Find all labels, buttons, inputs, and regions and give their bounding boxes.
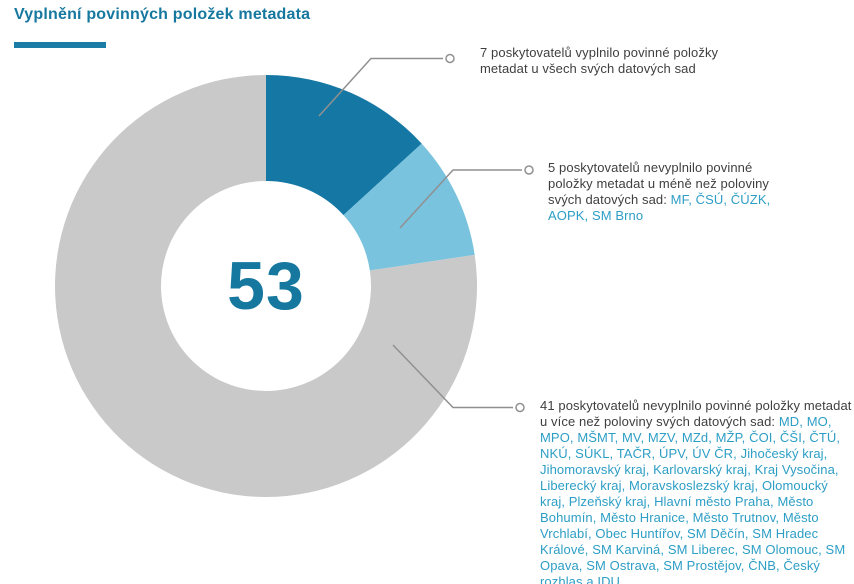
annotation-text: 5 poskytovatelů nevyplnilo povinné polož… (548, 160, 770, 207)
page-title: Vyplnění povinných položek metadata (14, 6, 311, 23)
annotation-segment-5: 5 poskytovatelů nevyplnilo povinné polož… (548, 160, 776, 224)
leader-line-3 (392, 344, 513, 409)
donut-segment-41[interactable] (54, 75, 477, 497)
donut-segment-7[interactable] (266, 75, 422, 216)
leader-line-1 (318, 57, 443, 117)
donut-segment-5[interactable] (343, 143, 475, 271)
annotation-text: 41 poskytovatelů nevyplnilo povinné polo… (540, 398, 852, 429)
title-underline (14, 42, 106, 48)
annotation-segment-41: 41 poskytovatelů nevyplnilo povinné polo… (540, 398, 852, 584)
leader-lines (318, 53, 534, 413)
annotation-providers: MD, MO, MPO, MŠMT, MV, MZV, MZd, MŽP, ČO… (540, 414, 846, 584)
annotation-text: 7 poskytovatelů vyplnilo povinné položky… (480, 45, 719, 76)
annotation-segment-7: 7 poskytovatelů vyplnilo povinné položky… (480, 45, 742, 77)
donut-center-value: 53 (227, 248, 305, 324)
leader-dot-3 (515, 402, 525, 413)
leader-dot-1 (445, 53, 455, 64)
leader-line-2 (399, 169, 522, 229)
annotation-providers: MF, ČSÚ, ČÚZK, AOPK, SM Brno (548, 192, 771, 223)
donut-slices (54, 75, 477, 497)
leader-dot-2 (524, 165, 534, 175)
